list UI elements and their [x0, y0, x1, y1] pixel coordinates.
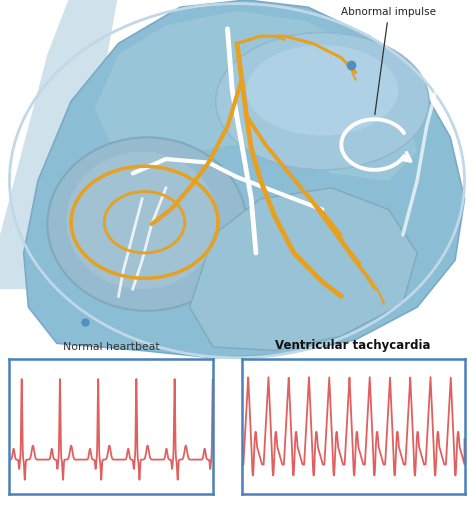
Ellipse shape	[216, 33, 429, 170]
Text: Abnormal impulse: Abnormal impulse	[341, 7, 436, 115]
Polygon shape	[95, 11, 417, 181]
Polygon shape	[24, 0, 465, 358]
Polygon shape	[0, 0, 118, 289]
Polygon shape	[190, 188, 417, 351]
Text: Ventricular tachycardia: Ventricular tachycardia	[275, 339, 431, 352]
Text: Normal heartbeat: Normal heartbeat	[63, 342, 160, 352]
Ellipse shape	[246, 45, 398, 135]
Ellipse shape	[66, 152, 218, 289]
Ellipse shape	[47, 137, 246, 311]
